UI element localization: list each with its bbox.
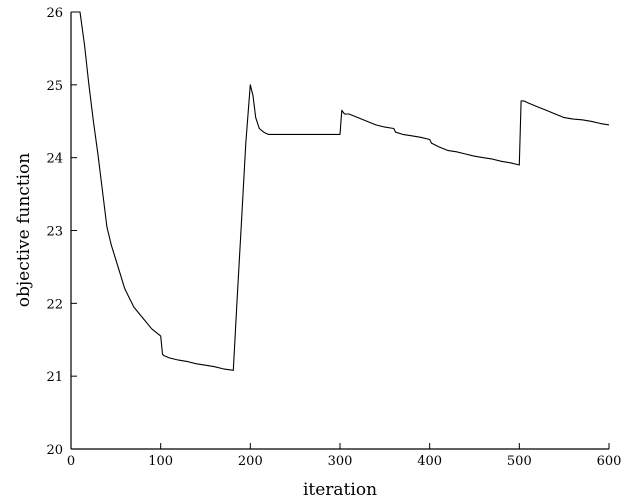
y-tick-label: 25: [46, 79, 63, 94]
x-tick-label: 0: [67, 454, 75, 469]
series-line: [75, 11, 610, 371]
plot-frame: [70, 12, 609, 450]
y-tick-label: 26: [46, 6, 63, 21]
x-axis-label: iteration: [303, 480, 377, 499]
x-tick-label: 400: [417, 454, 442, 469]
y-tick-label: 21: [46, 370, 63, 385]
y-ticks: 20 21 22 23 24 25 26: [46, 6, 77, 458]
x-ticks: 0 100 200 300 400 500 600: [67, 443, 622, 469]
y-tick-label: 22: [46, 297, 63, 312]
y-tick-label: 24: [46, 152, 63, 167]
x-tick-label: 300: [328, 454, 353, 469]
y-axis-label: objective function: [14, 153, 34, 308]
y-tick-label: 20: [46, 443, 63, 458]
y-tick-label: 23: [46, 225, 63, 240]
x-tick-label: 600: [597, 454, 622, 469]
series-group: [75, 11, 610, 371]
x-tick-label: 100: [148, 454, 173, 469]
x-tick-label: 500: [507, 454, 532, 469]
x-tick-label: 200: [238, 454, 263, 469]
